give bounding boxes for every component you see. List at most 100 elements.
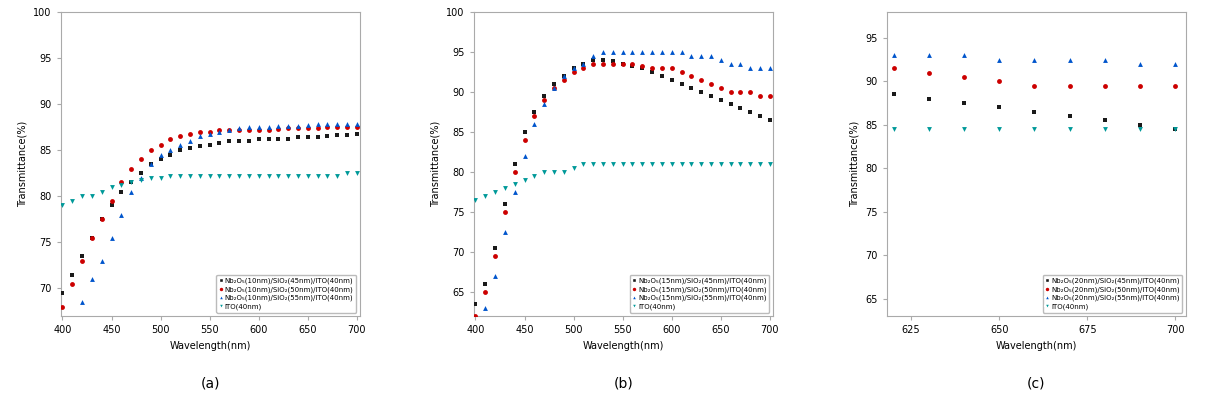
Point xyxy=(990,78,1009,85)
Point xyxy=(731,161,750,167)
Point xyxy=(485,253,505,259)
Point xyxy=(209,127,229,133)
Point xyxy=(574,61,593,67)
Point xyxy=(593,161,612,167)
Point xyxy=(151,152,171,158)
Point xyxy=(230,125,249,131)
Point xyxy=(574,161,593,167)
Point xyxy=(278,173,298,179)
Point xyxy=(711,57,731,63)
Point xyxy=(278,136,298,142)
Point xyxy=(131,177,150,183)
Point xyxy=(111,182,131,188)
Point xyxy=(307,134,327,140)
Point xyxy=(82,235,102,241)
Point xyxy=(505,181,524,187)
Point xyxy=(583,61,603,67)
Point xyxy=(1025,109,1044,115)
Point xyxy=(92,258,111,264)
Point xyxy=(495,185,514,191)
Point xyxy=(259,136,278,142)
Text: (c): (c) xyxy=(1027,377,1045,391)
Point xyxy=(151,175,171,181)
Point xyxy=(288,125,307,131)
Point xyxy=(121,166,140,172)
Text: (b): (b) xyxy=(613,377,633,391)
Point xyxy=(1130,83,1150,89)
Point xyxy=(249,136,269,142)
Point xyxy=(711,97,731,103)
Point xyxy=(544,81,564,87)
X-axis label: Wavelength(nm): Wavelength(nm) xyxy=(582,340,664,351)
Point xyxy=(741,65,760,71)
Point xyxy=(1130,126,1150,132)
Point xyxy=(73,258,92,264)
Point xyxy=(102,198,121,204)
Point xyxy=(180,130,200,137)
Point xyxy=(278,125,298,131)
Point xyxy=(102,202,121,209)
Point xyxy=(1025,83,1044,89)
Point xyxy=(672,69,691,75)
Point xyxy=(180,138,200,144)
Point xyxy=(53,290,73,296)
Point xyxy=(652,161,672,167)
Point xyxy=(63,318,82,324)
Legend: Nb₂O₅(10nm)/SiO₂(45nm)/ITO(40nm), Nb₂O₅(10nm)/SiO₂(50nm)/ITO(40nm), Nb₂O₅(10nm)/: Nb₂O₅(10nm)/SiO₂(45nm)/ITO(40nm), Nb₂O₅(… xyxy=(217,275,356,312)
Point xyxy=(603,58,622,65)
Point xyxy=(63,280,82,287)
Point xyxy=(131,175,150,181)
Point xyxy=(476,305,495,311)
Point xyxy=(495,201,514,207)
Point xyxy=(593,61,612,67)
Point xyxy=(702,93,721,99)
Point xyxy=(347,130,367,137)
Point xyxy=(583,53,603,59)
Point xyxy=(505,169,524,175)
Point xyxy=(711,161,731,167)
X-axis label: Wavelength(nm): Wavelength(nm) xyxy=(996,340,1077,351)
Point xyxy=(240,124,259,130)
Point xyxy=(505,189,524,195)
Point xyxy=(190,173,209,179)
Point xyxy=(574,61,593,67)
Point xyxy=(318,133,338,139)
Point xyxy=(760,93,779,99)
Point xyxy=(525,113,544,119)
Point xyxy=(307,125,327,131)
Point xyxy=(920,96,939,102)
Point xyxy=(583,161,603,167)
Point xyxy=(200,130,219,137)
Point xyxy=(514,153,534,159)
Point xyxy=(623,61,643,67)
Point xyxy=(1095,56,1114,63)
Point xyxy=(1095,117,1114,124)
Point xyxy=(564,65,583,71)
Point xyxy=(121,188,140,195)
Point xyxy=(883,65,903,71)
Point xyxy=(269,173,288,179)
Point xyxy=(681,53,701,59)
Point xyxy=(955,100,974,106)
Point xyxy=(593,49,612,55)
Point xyxy=(554,73,574,79)
Point xyxy=(53,340,73,347)
Point xyxy=(249,127,269,133)
Point xyxy=(92,188,111,195)
Point xyxy=(672,161,691,167)
Point xyxy=(1165,83,1185,89)
Point xyxy=(741,161,760,167)
Point xyxy=(613,61,633,67)
Point xyxy=(131,170,150,176)
Point xyxy=(180,173,200,179)
Point xyxy=(485,245,505,251)
Point xyxy=(328,121,347,128)
Point xyxy=(318,124,338,130)
Point xyxy=(633,49,652,55)
Point xyxy=(652,49,672,55)
Point xyxy=(73,193,92,199)
Point xyxy=(318,121,338,128)
Point xyxy=(171,173,190,179)
Point xyxy=(121,179,140,186)
Point xyxy=(1165,126,1185,132)
